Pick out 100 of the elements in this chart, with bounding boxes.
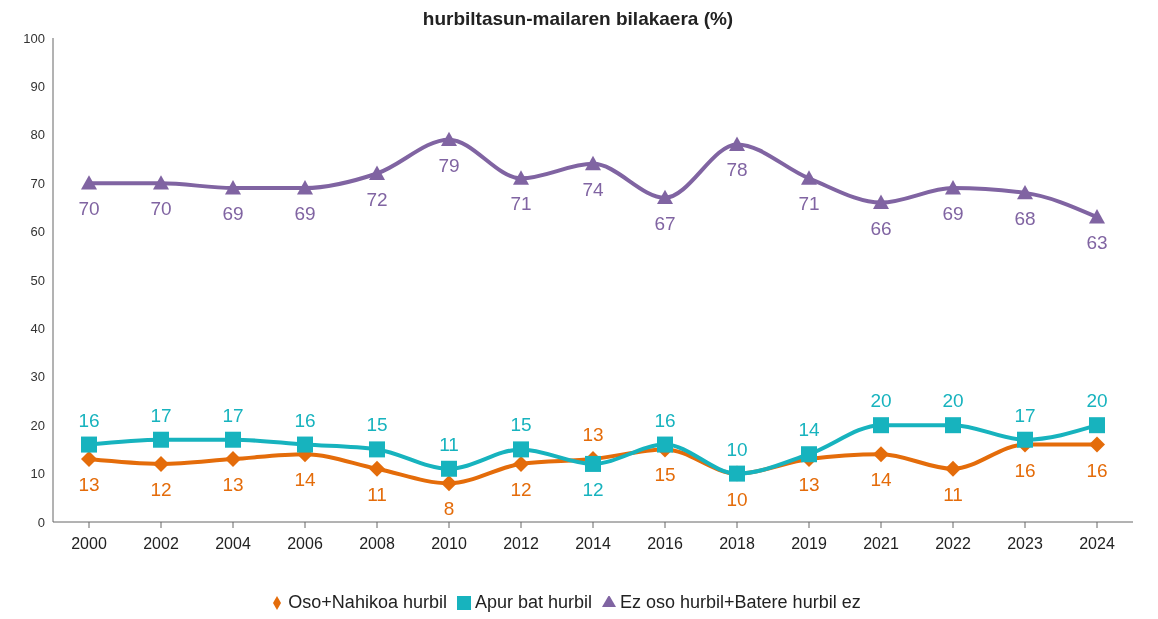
point bbox=[1089, 209, 1105, 224]
point bbox=[297, 180, 313, 195]
point bbox=[945, 180, 961, 195]
point bbox=[1017, 184, 1033, 200]
data-label: 12 bbox=[510, 478, 532, 500]
data-label: 16 bbox=[78, 409, 100, 431]
data-label: 12 bbox=[150, 478, 172, 500]
point bbox=[369, 441, 385, 458]
x-tick-label: 2004 bbox=[215, 535, 251, 553]
y-tick-label: 0 bbox=[37, 514, 45, 530]
x-tick-label: 2014 bbox=[575, 535, 611, 553]
x-tick-label: 2008 bbox=[359, 535, 395, 553]
x-tick-label: 2018 bbox=[719, 535, 755, 553]
point bbox=[441, 131, 457, 147]
point bbox=[225, 180, 241, 195]
point bbox=[801, 170, 817, 185]
data-label: 14 bbox=[798, 419, 820, 441]
y-tick-label: 100 bbox=[23, 30, 45, 46]
legend-label: Ez oso hurbil+Batere hurbil ez bbox=[620, 592, 861, 612]
x-tick-label: 2019 bbox=[791, 535, 827, 553]
y-tick-label: 30 bbox=[30, 369, 45, 385]
legend-label: Apur bat hurbil bbox=[474, 592, 593, 612]
data-label: 16 bbox=[654, 409, 676, 431]
point bbox=[153, 455, 169, 472]
chart-title: hurbiltasun-mailaren bilakaera (%) bbox=[421, 8, 735, 29]
data-label: 16 bbox=[1014, 459, 1036, 481]
data-label: 79 bbox=[438, 154, 460, 176]
data-label: 70 bbox=[150, 198, 172, 220]
data-label: 17 bbox=[222, 404, 244, 426]
data-label: 63 bbox=[1086, 232, 1108, 254]
data-label: 17 bbox=[1014, 404, 1036, 426]
y-tick-label: 40 bbox=[30, 321, 45, 337]
data-label: 66 bbox=[870, 217, 892, 239]
data-label: 67 bbox=[654, 212, 676, 234]
point bbox=[513, 170, 529, 185]
legend-label: Oso+Nahikoa hurbil bbox=[288, 592, 447, 612]
point bbox=[873, 417, 889, 434]
point bbox=[657, 436, 673, 453]
point bbox=[729, 136, 745, 151]
data-label: 14 bbox=[870, 469, 892, 491]
data-label: 20 bbox=[870, 390, 892, 412]
point bbox=[513, 455, 529, 472]
y-tick-label: 60 bbox=[30, 224, 45, 240]
data-label: 13 bbox=[78, 474, 100, 496]
point bbox=[81, 451, 97, 468]
data-label: 13 bbox=[222, 474, 244, 496]
x-tick-label: 2002 bbox=[143, 535, 179, 553]
point bbox=[81, 436, 97, 453]
x-tick-label: 2000 bbox=[71, 535, 107, 553]
data-label: 8 bbox=[443, 498, 455, 520]
y-tick-label: 50 bbox=[30, 272, 45, 288]
data-label: 69 bbox=[942, 203, 964, 225]
data-label: 72 bbox=[366, 188, 388, 210]
point bbox=[945, 417, 961, 434]
data-label: 13 bbox=[582, 424, 604, 446]
data-label: 15 bbox=[654, 464, 676, 486]
point bbox=[945, 460, 961, 477]
y-tick-label: 90 bbox=[30, 79, 45, 95]
data-label: 15 bbox=[510, 414, 532, 436]
x-tick-label: 2016 bbox=[647, 535, 683, 553]
point bbox=[657, 189, 673, 205]
point bbox=[441, 475, 457, 492]
data-label: 13 bbox=[798, 474, 820, 496]
x-tick-label: 2012 bbox=[503, 535, 539, 553]
data-label: 20 bbox=[942, 390, 964, 412]
y-tick-label: 70 bbox=[30, 175, 45, 191]
data-label: 14 bbox=[294, 469, 316, 491]
x-tick-label: 2023 bbox=[1007, 535, 1043, 553]
point bbox=[153, 175, 169, 190]
x-tick-label: 2021 bbox=[863, 535, 899, 553]
data-label: 74 bbox=[582, 178, 604, 200]
point bbox=[801, 446, 817, 463]
data-label: 17 bbox=[150, 404, 172, 426]
x-tick-label: 2024 bbox=[1079, 535, 1115, 553]
data-label: 16 bbox=[294, 409, 316, 431]
data-label: 11 bbox=[439, 433, 459, 455]
y-tick-label: 10 bbox=[30, 466, 45, 482]
point bbox=[1017, 431, 1033, 448]
x-tick-label: 2010 bbox=[431, 535, 467, 553]
point bbox=[297, 436, 313, 453]
data-label: 68 bbox=[1014, 207, 1036, 229]
point bbox=[153, 431, 169, 448]
point bbox=[1089, 436, 1105, 453]
data-label: 12 bbox=[582, 478, 604, 500]
x-tick-label: 2022 bbox=[935, 535, 971, 553]
point bbox=[873, 194, 889, 209]
y-tick-label: 80 bbox=[30, 127, 45, 143]
data-label: 71 bbox=[798, 193, 820, 215]
data-label: 10 bbox=[726, 488, 748, 510]
point bbox=[225, 431, 241, 448]
point bbox=[369, 165, 385, 180]
point bbox=[873, 446, 889, 463]
data-label: 20 bbox=[1086, 390, 1108, 412]
point bbox=[585, 155, 601, 171]
data-label: 69 bbox=[222, 203, 244, 225]
data-label: 10 bbox=[726, 438, 748, 460]
data-label: 11 bbox=[943, 483, 963, 505]
point bbox=[369, 460, 385, 477]
x-tick-label: 2006 bbox=[287, 535, 323, 553]
data-label: 70 bbox=[78, 198, 100, 220]
